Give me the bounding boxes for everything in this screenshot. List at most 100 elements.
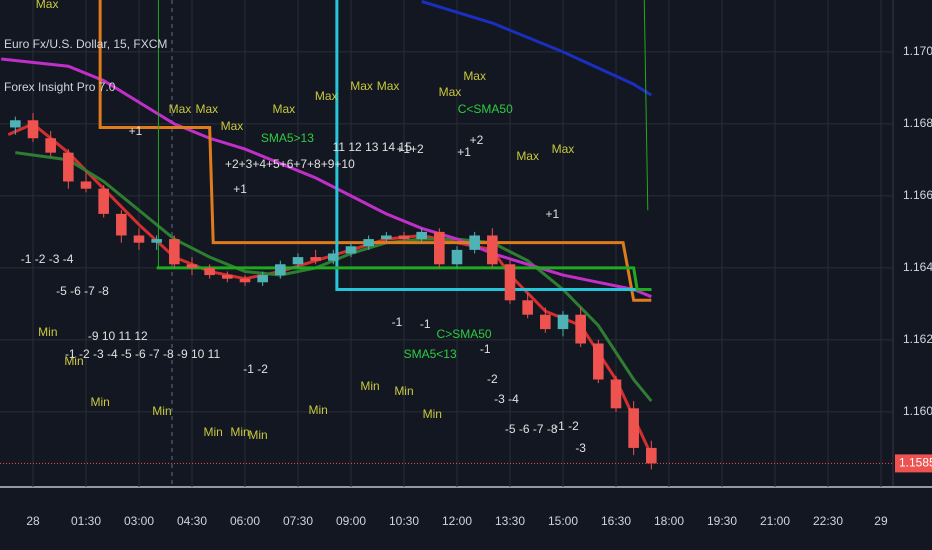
annotation: -2 [487, 372, 498, 386]
candle-body [328, 253, 339, 261]
annotation: Max [377, 79, 400, 93]
candle-body [593, 343, 604, 380]
annotation: -9 10 11 12 [88, 329, 148, 343]
annotation: Min [423, 407, 442, 421]
indicator-line [98, 0, 652, 302]
candle-body [451, 249, 463, 265]
annotation: +1 [129, 124, 143, 138]
x-tick-label: 12:00 [442, 514, 472, 528]
annotation: SMA5>13 [261, 131, 314, 145]
candle-body [292, 257, 304, 265]
candle-body [151, 239, 162, 243]
symbol-title: Euro Fx/U.S. Dollar, 15, FXCM [4, 37, 167, 51]
candle-body [363, 239, 374, 247]
candle-body [27, 120, 39, 139]
candle-body [540, 314, 551, 330]
candle-body [186, 264, 198, 268]
annotation: -1 -2 [243, 362, 268, 376]
annotation: Min [152, 404, 171, 418]
indicator-line [156, 266, 652, 291]
candle-body [646, 447, 657, 464]
candle-body [204, 267, 215, 276]
x-tick-label: 15:00 [548, 514, 578, 528]
candle-body [257, 275, 268, 283]
x-tick-label: 01:30 [71, 514, 101, 528]
indicator-title: Forex Insight Pro 7.0 [4, 80, 116, 94]
annotation: Min [394, 384, 413, 398]
candle-body [575, 314, 586, 344]
candle-body [469, 235, 480, 250]
x-tick-label: 06:00 [230, 514, 260, 528]
x-tick-label: 28 [26, 514, 40, 528]
candle-body [434, 231, 445, 265]
annotation: Min [204, 425, 223, 439]
annotation: Min [230, 425, 249, 439]
annotation: -1 -2 [554, 419, 579, 433]
annotation: -1 [392, 315, 403, 329]
annotation: SMA5<13 [404, 347, 457, 361]
candle-body [610, 379, 622, 409]
candle-body [116, 213, 127, 236]
annotation: +1+2 [396, 142, 424, 156]
candle-body [416, 231, 427, 240]
candle-body [628, 408, 639, 448]
candle-body [222, 275, 233, 279]
x-tick-label: 18:00 [654, 514, 684, 528]
annotation: Min [360, 379, 379, 393]
annotation: C>SMA50 [437, 327, 492, 341]
annotation: -5 -6 -7 -8 [56, 284, 109, 298]
x-tick-label: 19:30 [707, 514, 737, 528]
annotation: Max [552, 142, 575, 156]
indicator-line [421, 0, 653, 97]
candle-body [487, 235, 498, 265]
candle-body [169, 239, 180, 265]
indicator-line [643, 0, 649, 211]
candle-body [45, 138, 56, 153]
annotation: 11 12 13 14 15 [333, 140, 413, 154]
annotation: +1 [457, 145, 471, 159]
x-tick-label: 16:30 [601, 514, 631, 528]
y-tick-label: 1.16200 [903, 332, 932, 346]
annotation: Max [169, 102, 192, 116]
candle-body [275, 264, 286, 276]
annotation: Min [248, 428, 267, 442]
y-tick-label: 1.17000 [903, 44, 932, 58]
annotation: Min [90, 395, 109, 409]
candle-body [63, 152, 74, 182]
candle-body [345, 246, 357, 254]
last-price-label: 1.15857 [899, 456, 932, 470]
candle-body [80, 181, 92, 189]
y-tick-label: 1.16800 [903, 116, 932, 130]
y-tick-label: 1.16000 [903, 404, 932, 418]
y-tick-label: 1.16400 [903, 260, 932, 274]
annotation: -3 [575, 441, 586, 455]
annotation: -3 -4 [494, 392, 519, 406]
x-tick-label: 29 [874, 514, 888, 528]
x-tick-label: 10:30 [389, 514, 419, 528]
annotation: Max [36, 0, 59, 11]
annotation: Max [350, 79, 373, 93]
last-price-box [895, 454, 932, 473]
candle-body [504, 264, 516, 301]
annotation: Max [221, 119, 244, 133]
annotation: Max [516, 149, 539, 163]
indicator-line [335, 0, 652, 291]
annotation: Min [38, 325, 57, 339]
annotation: Max [439, 85, 462, 99]
annotation: C<SMA50 [458, 102, 513, 116]
candle-body [98, 188, 109, 214]
annotation: Max [315, 89, 338, 103]
candle-body [381, 235, 392, 240]
y-tick-label: 1.16600 [903, 188, 932, 202]
candle-body [239, 278, 251, 283]
annotation: -5 -6 -7 -8 [505, 422, 558, 436]
annotation: -1 -2 -3 -4 [21, 252, 74, 266]
x-tick-label: 22:30 [813, 514, 843, 528]
annotation: +2+3+4+5+6+7+8+9+10 [225, 157, 355, 171]
annotation: Min [64, 354, 83, 368]
annotation: +2 [470, 133, 484, 147]
x-tick-label: 13:30 [495, 514, 525, 528]
